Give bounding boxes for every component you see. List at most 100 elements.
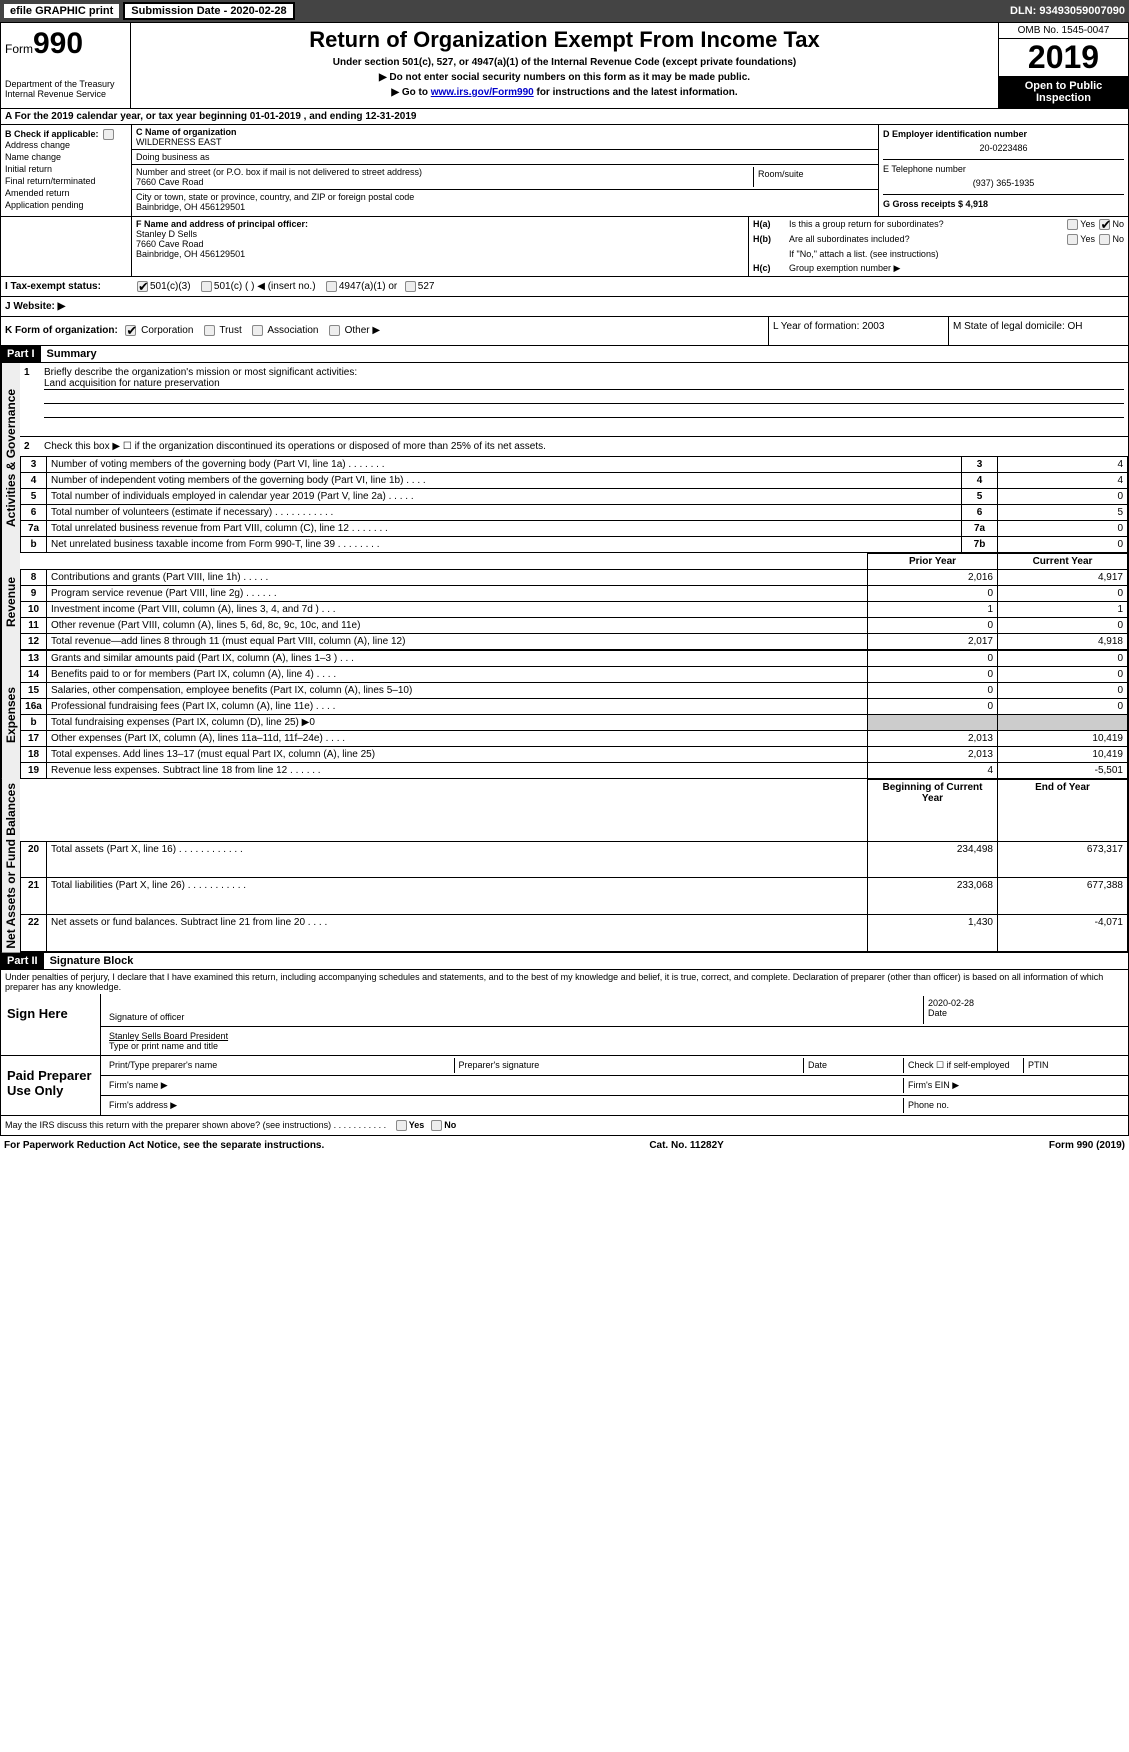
paid-preparer-label: Paid Preparer Use Only	[1, 1056, 101, 1115]
instruction-1: ▶ Do not enter social security numbers o…	[135, 72, 994, 83]
submission-date: Submission Date - 2020-02-28	[123, 2, 294, 20]
sig-date-label: Date	[928, 1008, 1120, 1018]
footer-right: Form 990 (2019)	[1049, 1140, 1125, 1151]
name-title-label: Type or print name and title	[109, 1041, 1120, 1051]
netassets-block: Net Assets or Fund Balances Beginning of…	[0, 779, 1129, 954]
checkbox-501c[interactable]	[201, 281, 212, 292]
city-label: City or town, state or province, country…	[136, 192, 874, 202]
f-label: F Name and address of principal officer:	[136, 219, 744, 229]
department-label: Department of the Treasury Internal Reve…	[5, 79, 126, 99]
k-trust: Trust	[219, 326, 241, 337]
opt-501c3: 501(c)(3)	[150, 281, 191, 292]
box-f: F Name and address of principal officer:…	[131, 217, 748, 276]
opt-4947: 4947(a)(1) or	[339, 281, 397, 292]
opt-501c: 501(c) ( ) ◀ (insert no.)	[214, 281, 316, 292]
header-mid: Return of Organization Exempt From Incom…	[131, 23, 998, 108]
sig-date-value: 2020-02-28	[928, 998, 1120, 1008]
checkbox-assoc[interactable]	[252, 325, 263, 336]
vert-na: Net Assets or Fund Balances	[1, 779, 20, 953]
k-corp: Corporation	[141, 326, 193, 337]
header-left: Form990 Department of the Treasury Inter…	[1, 23, 131, 108]
box-c: C Name of organization WILDERNESS EAST D…	[131, 125, 878, 216]
phone-value: (937) 365-1935	[883, 178, 1124, 188]
irs-link[interactable]: www.irs.gov/Form990	[431, 87, 534, 98]
checkbox-4947[interactable]	[326, 281, 337, 292]
box-b: B Check if applicable: Address change Na…	[1, 125, 131, 216]
form-prefix: Form	[5, 42, 33, 56]
row-j: J Website: ▶	[0, 297, 1129, 317]
efile-badge: efile GRAPHIC print	[4, 4, 119, 18]
part1-title: Summary	[41, 346, 103, 362]
ptin-label: PTIN	[1024, 1058, 1124, 1073]
h-b2-text: If "No," attach a list. (see instruction…	[789, 249, 1124, 259]
street-label: Number and street (or P.O. box if mail i…	[136, 167, 753, 177]
page-footer: For Paperwork Reduction Act Notice, see …	[0, 1136, 1129, 1155]
section-fh: F Name and address of principal officer:…	[0, 217, 1129, 277]
checkbox-501c3[interactable]	[137, 281, 148, 292]
checkbox-other[interactable]	[329, 325, 340, 336]
officer-name: Stanley D Sells	[136, 229, 744, 239]
ein-value: 20-0223486	[883, 143, 1124, 153]
form-header: Form990 Department of the Treasury Inter…	[0, 22, 1129, 109]
checkbox-corp[interactable]	[125, 325, 136, 336]
checkbox-trust[interactable]	[204, 325, 215, 336]
b-opt-final: Final return/terminated	[5, 176, 96, 186]
prep-date-label: Date	[804, 1058, 904, 1073]
sign-here-label: Sign Here	[1, 994, 101, 1055]
part2-badge: Part II	[1, 953, 44, 969]
line1-text: Land acquisition for nature preservation	[44, 378, 1124, 390]
prep-sig-label: Preparer's signature	[455, 1058, 805, 1073]
row-k: K Form of organization: Corporation Trus…	[1, 317, 768, 344]
k-label: K Form of organization:	[5, 326, 118, 337]
line1-label: Briefly describe the organization's miss…	[44, 367, 357, 378]
checkbox-527[interactable]	[405, 281, 416, 292]
officer-name-title: Stanley Sells Board President	[109, 1031, 1120, 1041]
perjury-text: Under penalties of perjury, I declare th…	[0, 970, 1129, 994]
j-label: J Website: ▶	[5, 301, 65, 312]
i-label: I Tax-exempt status:	[5, 281, 135, 292]
part1-header-row: Part I Summary	[0, 346, 1129, 363]
footer-left: For Paperwork Reduction Act Notice, see …	[4, 1140, 324, 1151]
checkbox-no[interactable]	[1099, 219, 1110, 230]
footer-mid: Cat. No. 11282Y	[649, 1140, 723, 1151]
checkbox-yes[interactable]	[1067, 219, 1078, 230]
row-i: I Tax-exempt status: 501(c)(3) 501(c) ( …	[0, 277, 1129, 297]
section-a: A For the 2019 calendar year, or tax yea…	[0, 109, 1129, 125]
h-b-text: Are all subordinates included?	[789, 234, 1065, 245]
b-opt-pending: Application pending	[5, 200, 84, 210]
firm-addr-label: Firm's address ▶	[105, 1098, 904, 1113]
street-value: 7660 Cave Road	[136, 177, 753, 187]
b-opt-initial: Initial return	[5, 164, 52, 174]
h-c-text: Group exemption number ▶	[789, 263, 1124, 274]
open-to-public: Open to Public Inspection	[999, 76, 1128, 108]
ag-table: 3Number of voting members of the governi…	[20, 456, 1128, 553]
part2-title: Signature Block	[44, 953, 140, 969]
form-title: Return of Organization Exempt From Incom…	[135, 27, 994, 53]
c-name-label: C Name of organization	[136, 127, 874, 137]
checkbox-discuss-no[interactable]	[431, 1120, 442, 1131]
h-a-text: Is this a group return for subordinates?	[789, 219, 1065, 230]
instruction-2: ▶ Go to www.irs.gov/Form990 for instruct…	[135, 87, 994, 98]
org-name: WILDERNESS EAST	[136, 137, 874, 147]
dba-label: Doing business as	[136, 152, 874, 162]
checkbox-yes[interactable]	[1067, 234, 1078, 245]
tax-year: 2019	[999, 39, 1128, 76]
section-bcd: B Check if applicable: Address change Na…	[0, 125, 1129, 217]
row-klm: K Form of organization: Corporation Trus…	[0, 317, 1129, 345]
opt-527: 527	[418, 281, 435, 292]
signature-block: Sign Here Signature of officer 2020-02-2…	[0, 994, 1129, 1136]
checkbox-discuss-yes[interactable]	[396, 1120, 407, 1131]
firm-ein-label: Firm's EIN ▶	[904, 1078, 1124, 1093]
checkbox[interactable]	[103, 129, 114, 140]
checkbox-no[interactable]	[1099, 234, 1110, 245]
officer-addr2: Bainbridge, OH 456129501	[136, 249, 744, 259]
k-assoc: Association	[267, 326, 318, 337]
header-right: OMB No. 1545-0047 2019 Open to Public In…	[998, 23, 1128, 108]
top-bar: efile GRAPHIC print Submission Date - 20…	[0, 0, 1129, 22]
b-opt-name: Name change	[5, 152, 61, 162]
box-h: H(a)Is this a group return for subordina…	[748, 217, 1128, 276]
omb-number: OMB No. 1545-0047	[999, 23, 1128, 39]
box-b-label: B Check if applicable:	[5, 129, 127, 140]
city-value: Bainbridge, OH 456129501	[136, 202, 874, 212]
rev-table: Prior YearCurrent Year8Contributions and…	[20, 553, 1128, 650]
